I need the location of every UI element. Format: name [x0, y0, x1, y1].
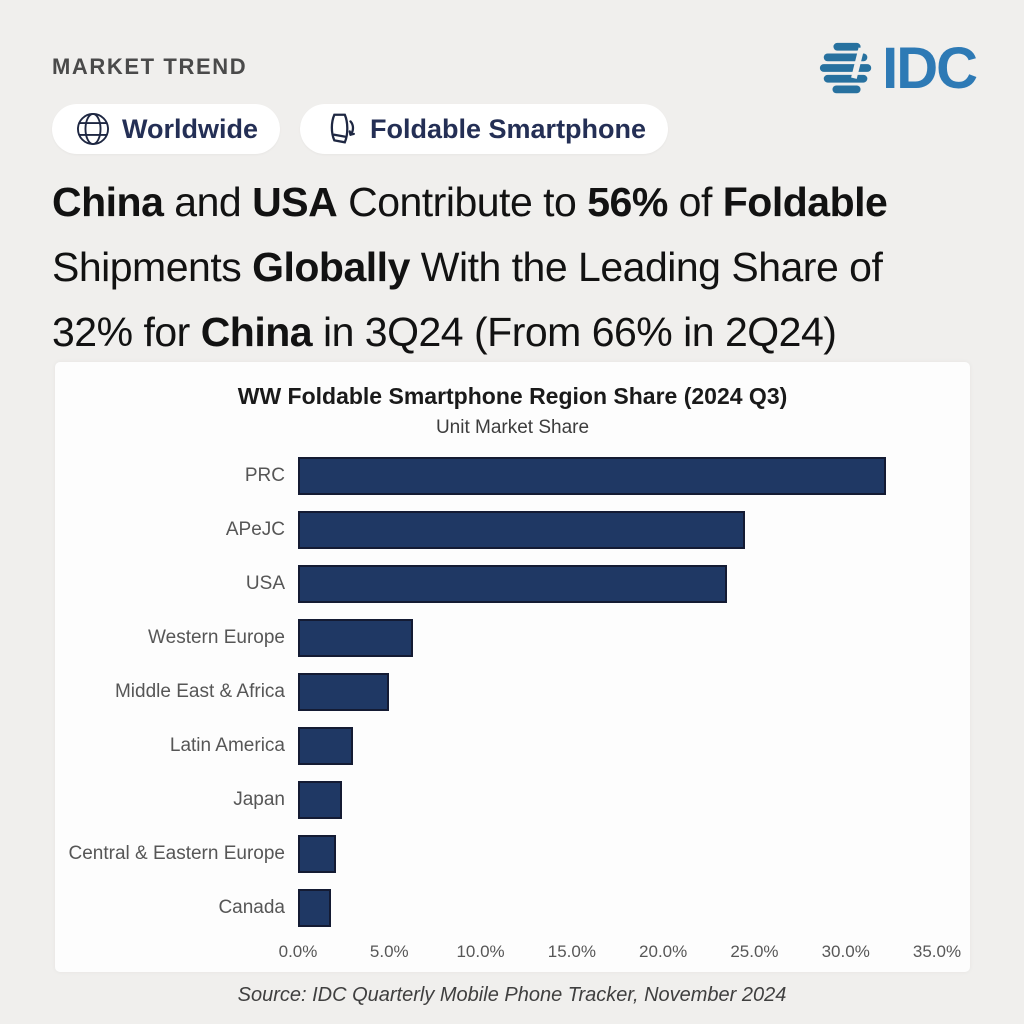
category-label: Latin America: [169, 735, 285, 756]
headline-line: China and USA Contribute to 56% of Folda…: [52, 170, 982, 235]
chart-row: Canada: [55, 881, 970, 935]
bar-prc: [298, 457, 886, 495]
bar-track: [298, 781, 937, 819]
headline-segment-bold: China: [200, 309, 313, 355]
x-axis-tick: 5.0%: [369, 942, 409, 961]
bar-canada: [298, 889, 331, 927]
foldable-phone-icon: [322, 110, 360, 148]
x-axis-tick: 30.0%: [821, 942, 870, 961]
bar-track: [298, 565, 937, 603]
category-label: Central & Eastern Europe: [68, 843, 285, 864]
x-axis-tick: 25.0%: [730, 942, 779, 961]
eyebrow-label: MARKET TREND: [52, 54, 248, 79]
category-label: PRC: [244, 465, 285, 486]
chart-row: Japan: [55, 773, 970, 827]
x-axis: 0.0% 5.0% 10.0% 15.0% 20.0% 25.0% 30.0% 35.0%: [279, 940, 961, 968]
bar-track: [298, 511, 937, 549]
headline-segment-bold: Globally: [252, 244, 410, 290]
headline-segment: Contribute to: [337, 179, 588, 225]
x-axis-tick: 20.0%: [639, 942, 688, 961]
chart-row: Western Europe: [55, 611, 970, 665]
bar-track: [298, 673, 937, 711]
bar-track: [298, 619, 937, 657]
bar-track: [298, 889, 937, 927]
headline-segment: of: [667, 179, 723, 225]
chart-subtitle: Unit Market Share: [435, 417, 590, 438]
category-label: Western Europe: [148, 627, 285, 648]
idc-globe-icon: [816, 38, 878, 100]
x-axis-tick: 35.0%: [912, 942, 962, 961]
chart-row: USA: [55, 557, 970, 611]
category-label: Middle East & Africa: [114, 681, 285, 702]
chart-row: Middle East & Africa: [55, 665, 970, 719]
badge-worldwide-label: Worldwide: [122, 113, 259, 144]
headline-segment: in 3Q24 (From 66% in 2Q24): [312, 309, 837, 355]
bar-middle-east-africa: [298, 673, 390, 711]
globe-icon: [74, 110, 112, 148]
bar-western-europe: [298, 619, 414, 657]
badge-row: Worldwide Foldable Smartphone: [52, 104, 669, 154]
bar-central-eastern-europe: [298, 835, 337, 873]
headline-segment-bold: Foldable: [722, 179, 888, 225]
x-axis-tick: 15.0%: [547, 942, 596, 961]
chart-card: WW Foldable Smartphone Region Share (202…: [55, 362, 970, 972]
idc-logo-text: IDC: [882, 36, 978, 101]
headline-segment: With the Leading Share of: [409, 244, 883, 290]
idc-logo: IDC: [816, 36, 978, 101]
bar-track: [298, 835, 937, 873]
bar-track: [298, 457, 937, 495]
bar-usa: [298, 565, 728, 603]
headline-segment: Shipments: [52, 244, 253, 290]
badge-worldwide: Worldwide: [52, 104, 281, 154]
chart-row: APeJC: [55, 503, 970, 557]
bar-japan: [298, 781, 342, 819]
headline-segment-bold: USA: [252, 179, 338, 225]
chart-rows: PRC APeJC USA Western Europe Middle East & A…: [55, 449, 970, 935]
category-label: USA: [245, 573, 285, 594]
x-axis-tick: 10.0%: [456, 942, 505, 961]
category-label: Japan: [233, 789, 285, 810]
headline: China and USA Contribute to 56% of Folda…: [52, 170, 982, 365]
headline-segment: 32% for: [52, 309, 201, 355]
chart-row: PRC: [55, 449, 970, 503]
badge-foldable-smartphone: Foldable Smartphone: [300, 104, 669, 154]
badge-foldable-smartphone-label: Foldable Smartphone: [370, 113, 647, 144]
headline-line: Shipments Globally With the Leading Shar…: [52, 235, 982, 300]
chart-row: Latin America: [55, 719, 970, 773]
chart-title: WW Foldable Smartphone Region Share (202…: [237, 383, 788, 409]
headline-line: 32% for China in 3Q24 (From 66% in 2Q24): [52, 300, 982, 365]
bar-latin-america: [298, 727, 353, 765]
headline-segment-bold: China: [52, 179, 164, 225]
x-axis-tick: 0.0%: [278, 942, 318, 961]
headline-segment-bold: 56%: [587, 179, 668, 225]
source-note: Source: IDC Quarterly Mobile Phone Track…: [237, 984, 787, 1006]
category-label: APeJC: [225, 519, 285, 540]
category-label: Canada: [218, 897, 285, 918]
headline-segment: and: [163, 179, 253, 225]
header: MARKET TREND IDC: [52, 36, 978, 101]
chart-row: Central & Eastern Europe: [55, 827, 970, 881]
bar-apejc: [298, 511, 746, 549]
bar-track: [298, 727, 937, 765]
